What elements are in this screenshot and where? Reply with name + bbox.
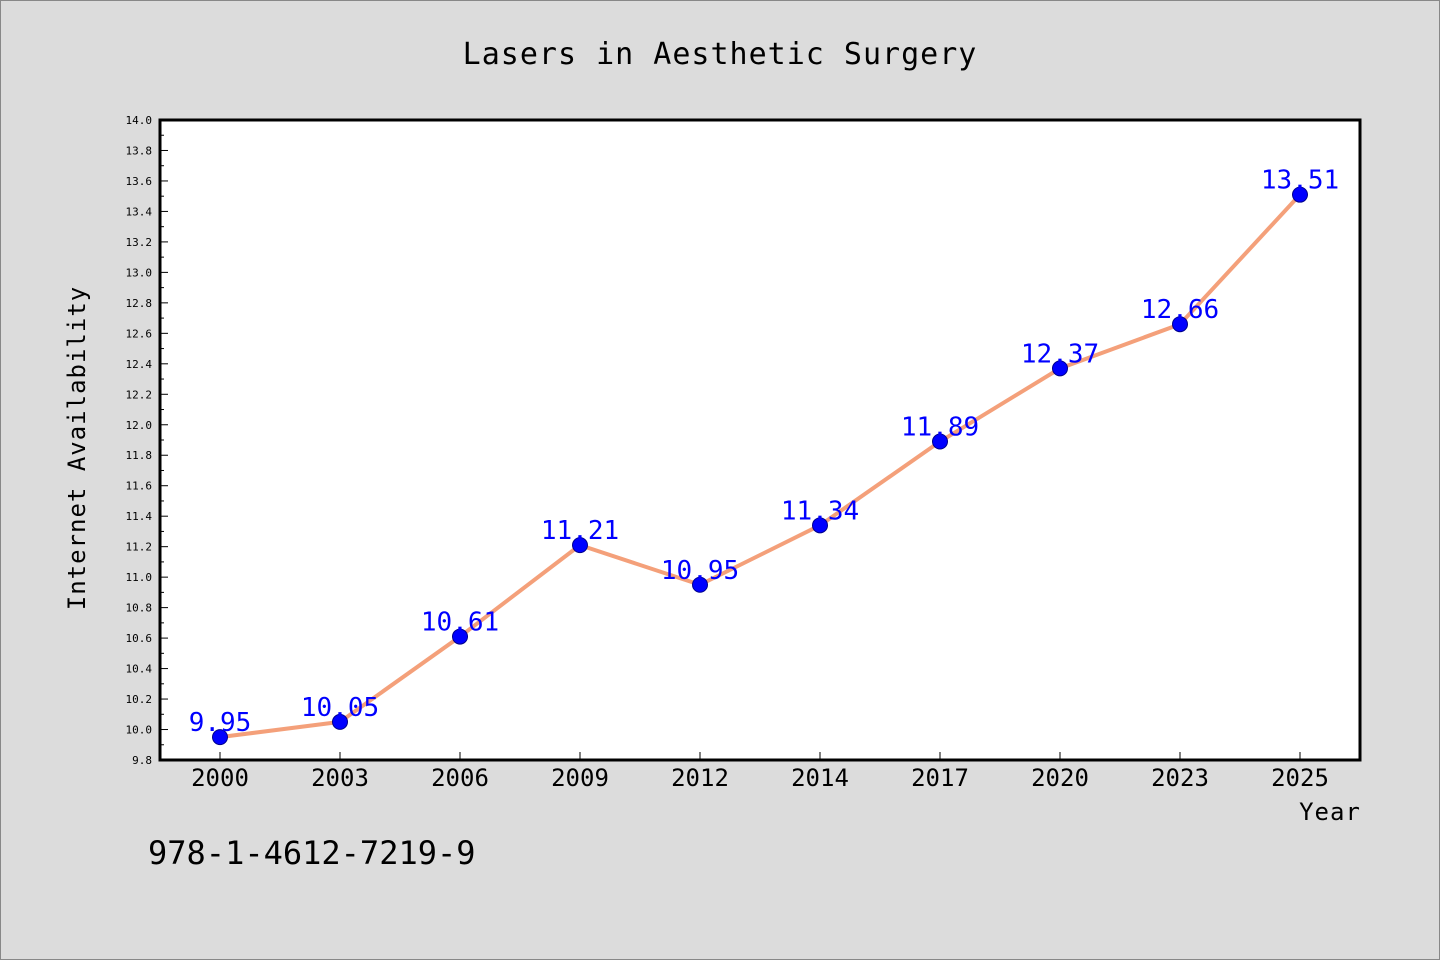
y-tick-label: 12.8 (126, 297, 153, 310)
data-label: 13.51 (1261, 166, 1339, 196)
y-tick-label: 12.4 (126, 358, 153, 371)
data-label: 10.61 (421, 608, 499, 638)
data-point (932, 433, 948, 450)
x-tick-label: 2025 (1271, 764, 1329, 792)
data-point (212, 729, 228, 746)
data-point (812, 517, 828, 534)
x-tick-label: 2012 (671, 764, 729, 792)
x-tick-label: 2006 (431, 764, 489, 792)
y-tick-label: 14.0 (126, 114, 153, 127)
data-label: 11.89 (901, 413, 979, 443)
plot-border (158, 118, 1362, 762)
data-label: 11.21 (541, 516, 619, 546)
data-point (1292, 186, 1308, 203)
data-point (692, 576, 708, 593)
x-axis: 2000 2003 2006 2009 2012 2014 2017 2020 2023 2025 (191, 752, 1329, 792)
data-label: 10.95 (661, 556, 739, 586)
x-tick-label: 2017 (911, 764, 969, 792)
series-line (219, 193, 1302, 740)
data-label: 9.95 (189, 708, 252, 738)
y-tick-label: 10.2 (126, 693, 153, 706)
isbn-text: 978-1-4612-7219-9 (148, 834, 476, 872)
y-tick-label: 11.6 (126, 480, 153, 493)
y-tick-label: 11.4 (126, 510, 153, 523)
data-label: 11.34 (781, 496, 859, 526)
x-tick-label: 2009 (551, 764, 609, 792)
data-label: 10.05 (301, 693, 379, 723)
y-tick-label: 10.6 (126, 632, 153, 645)
y-tick-label: 10.4 (126, 663, 153, 676)
y-tick-label: 11.2 (126, 541, 153, 554)
data-label: 12.66 (1141, 295, 1219, 325)
data-point (1052, 360, 1068, 377)
data-labels: 9.95 10.05 10.61 11.21 10.95 11.34 11.89 12.37 1… (189, 166, 1339, 738)
y-tick-label: 13.8 (126, 144, 153, 157)
y-tick-label: 13.4 (126, 205, 153, 218)
y-tick-label: 11.0 (126, 571, 153, 584)
data-point (332, 713, 348, 730)
x-tick-label: 2000 (191, 764, 249, 792)
y-tick-label: 12.0 (126, 419, 153, 432)
data-label: 12.37 (1021, 339, 1099, 369)
y-tick-label: 12.2 (126, 388, 153, 401)
y-axis-title: Internet Availability (63, 286, 91, 610)
data-points (212, 186, 1308, 746)
x-axis-title: Year (1299, 798, 1361, 826)
x-tick-label: 2003 (311, 764, 369, 792)
plot-area (160, 120, 1360, 760)
y-tick-label: 9.8 (132, 754, 152, 767)
y-tick-label: 12.6 (126, 327, 153, 340)
y-tick-label: 13.6 (126, 175, 153, 188)
data-point (452, 628, 468, 645)
data-point (1172, 316, 1188, 333)
y-tick-label: 13.0 (126, 266, 153, 279)
y-tick-label: 13.2 (126, 236, 153, 249)
y-tick-label: 11.8 (126, 449, 153, 462)
x-tick-label: 2014 (791, 764, 849, 792)
x-tick-label: 2020 (1031, 764, 1089, 792)
y-tick-label: 10.8 (126, 602, 153, 615)
data-point (572, 537, 588, 554)
y-axis: 9.8 10.0 10.2 10.4 10.6 10.8 11.0 11.2 11.4 11.6 1… (126, 114, 168, 767)
y-tick-label: 10.0 (126, 724, 153, 737)
chart-title: Lasers in Aesthetic Surgery (463, 37, 978, 72)
x-tick-label: 2023 (1151, 764, 1209, 792)
